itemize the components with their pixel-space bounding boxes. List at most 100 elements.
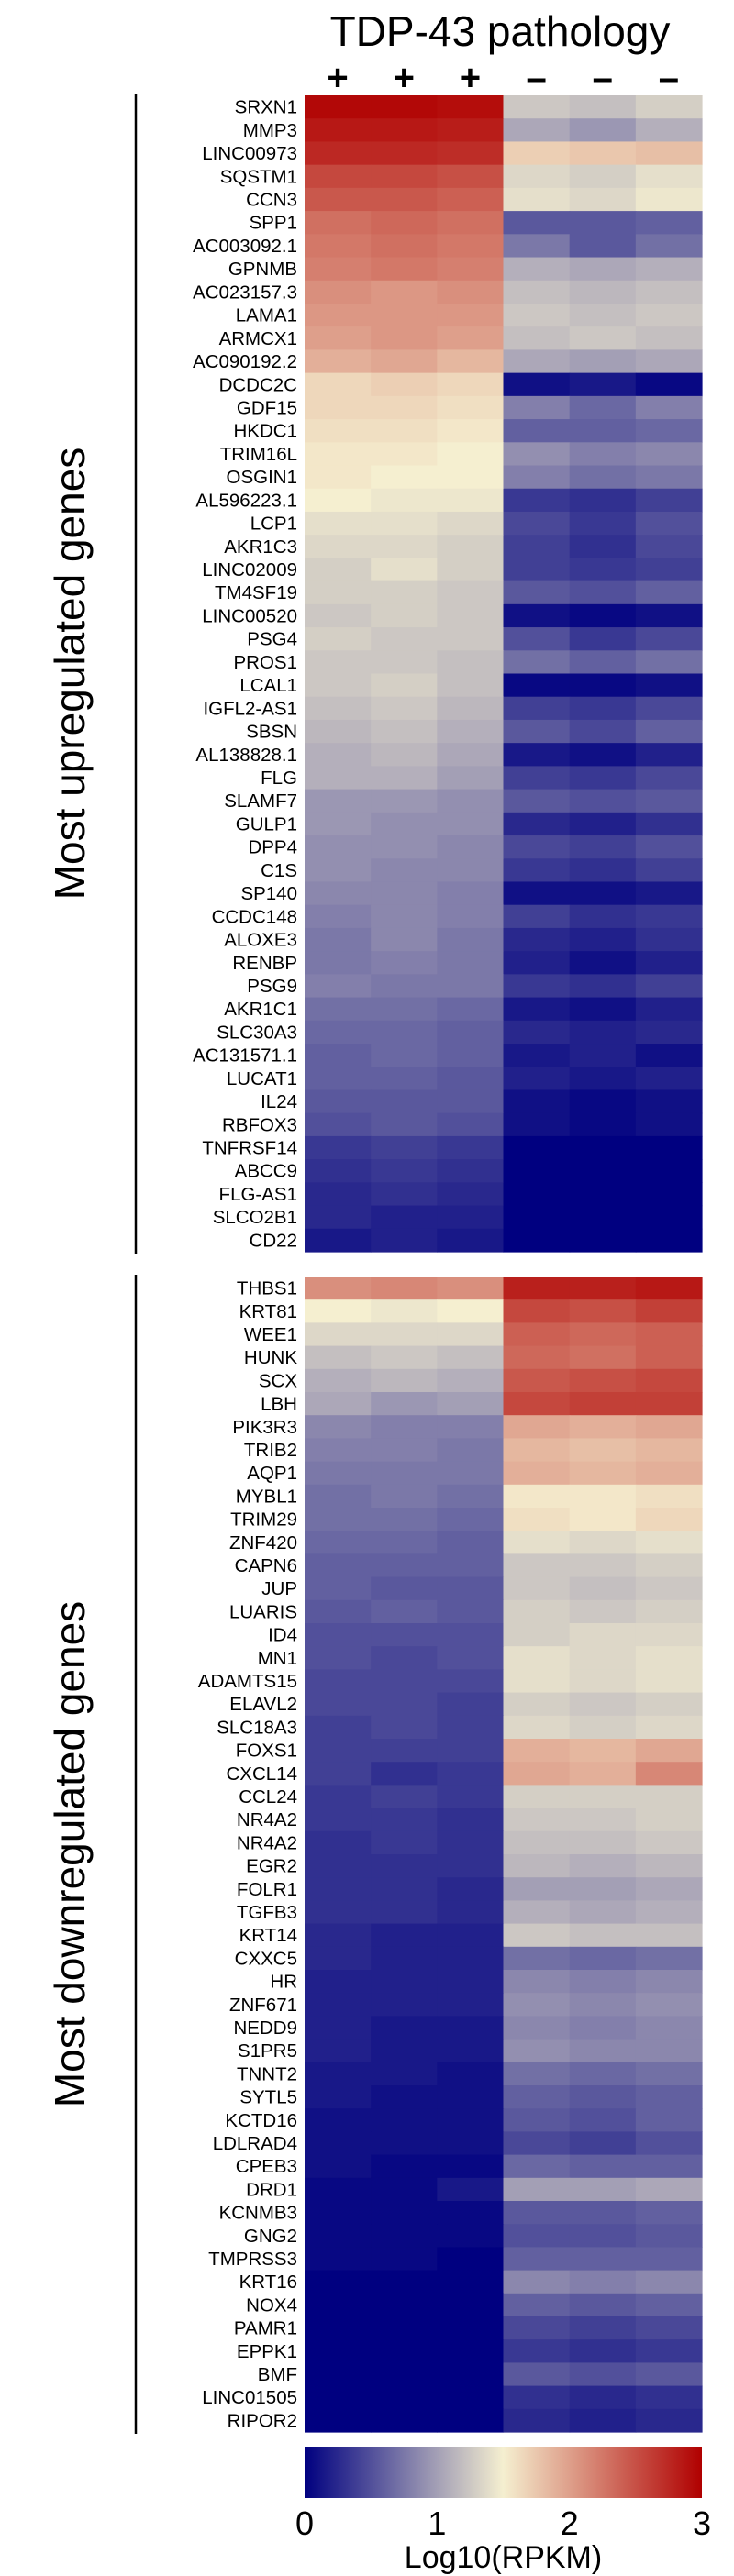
heatmap-cell xyxy=(569,1020,637,1045)
heatmap-cell xyxy=(371,349,438,374)
heatmap-cell xyxy=(305,766,372,790)
gene-label: HUNK xyxy=(244,1347,297,1368)
heatmap-cell xyxy=(569,1830,637,1855)
heatmap-cell xyxy=(503,187,571,212)
gene-label: LINC00520 xyxy=(202,605,297,626)
heatmap-cell xyxy=(503,1322,571,1347)
heatmap-cell xyxy=(437,326,505,351)
gene-label: ADAMTS15 xyxy=(198,1671,297,1692)
heatmap-cell xyxy=(569,1322,637,1347)
heatmap-cell xyxy=(437,1159,505,1183)
gene-label: DRD1 xyxy=(246,2179,297,2200)
heatmap-cell xyxy=(569,2247,637,2272)
heatmap-cell xyxy=(371,1646,438,1670)
heatmap-cell xyxy=(503,419,571,443)
gene-label: SBSN xyxy=(246,722,297,743)
heatmap-cell xyxy=(437,1599,505,1624)
heatmap-cell xyxy=(437,881,505,906)
heatmap-cell xyxy=(635,2085,703,2109)
heatmap-cell xyxy=(635,1993,703,2017)
heatmap-cell xyxy=(371,766,438,790)
heatmap-cell xyxy=(371,2408,438,2433)
heatmap-cell xyxy=(569,2108,637,2132)
heatmap-cell xyxy=(503,1484,571,1509)
heatmap-cell xyxy=(371,326,438,351)
gene-label: RBFOX3 xyxy=(222,1114,297,1135)
gene-label: FLG xyxy=(261,768,297,789)
heatmap-cell xyxy=(437,2408,505,2433)
heatmap-cell xyxy=(503,580,571,605)
heatmap-cell xyxy=(371,1739,438,1763)
heatmap-cell xyxy=(503,1438,571,1463)
heatmap-cell xyxy=(503,1669,571,1694)
heatmap-cell xyxy=(503,1461,571,1486)
heatmap-cell xyxy=(305,1228,372,1253)
heatmap-cell xyxy=(305,603,372,628)
heatmap-cell xyxy=(503,118,571,143)
heatmap-cell xyxy=(635,2362,703,2387)
heatmap-cell xyxy=(503,2108,571,2132)
heatmap-cell xyxy=(371,997,438,1022)
heatmap-cell xyxy=(371,974,438,999)
heatmap-cell xyxy=(371,372,438,397)
heatmap-cell xyxy=(305,2270,372,2294)
heatmap-cell xyxy=(305,1205,372,1230)
heatmap-cell xyxy=(503,558,571,582)
heatmap-group: THBS1KRT81WEE1HUNKSCXLBHPIK3R3TRIB2AQP1M… xyxy=(46,1275,703,2434)
gene-label: LINC02009 xyxy=(202,559,297,580)
gene-label: TM4SF19 xyxy=(215,582,297,603)
gene-label: SYTL5 xyxy=(239,2087,297,2108)
column-label: – xyxy=(593,58,613,98)
gene-label: MN1 xyxy=(258,1648,297,1669)
heatmap-cell xyxy=(371,2177,438,2202)
heatmap-cell xyxy=(437,2385,505,2410)
heatmap-cell xyxy=(437,1830,505,1855)
heatmap-cell xyxy=(371,118,438,143)
heatmap-cell xyxy=(305,1345,372,1370)
heatmap-cell xyxy=(371,2039,438,2063)
heatmap-cell xyxy=(635,1020,703,1045)
heatmap-cell xyxy=(305,372,372,397)
heatmap-cell xyxy=(371,1299,438,1323)
heatmap-cell xyxy=(635,1830,703,1855)
heatmap-cell xyxy=(371,743,438,767)
gene-label: ZNF420 xyxy=(229,1532,297,1553)
heatmap-cell xyxy=(305,951,372,975)
heatmap-cell xyxy=(305,1182,372,1207)
heatmap-cell xyxy=(305,2062,372,2086)
heatmap-cell xyxy=(503,1044,571,1067)
heatmap-cell xyxy=(503,1830,571,1855)
heatmap-cell xyxy=(371,2131,438,2156)
heatmap-cell xyxy=(569,2131,637,2156)
heatmap-cell xyxy=(503,2131,571,2156)
gene-label: JUP xyxy=(261,1578,297,1599)
heatmap-cell xyxy=(569,951,637,975)
heatmap-cell xyxy=(569,812,637,836)
heatmap-cell xyxy=(635,2408,703,2433)
heatmap-cell xyxy=(503,2339,571,2363)
gene-label: KRT81 xyxy=(239,1301,297,1322)
heatmap-cell xyxy=(635,1135,703,1160)
heatmap-cell xyxy=(569,1461,637,1486)
heatmap-cell xyxy=(371,603,438,628)
gene-label: PSG9 xyxy=(247,976,297,997)
gene-label: AL596223.1 xyxy=(195,490,297,511)
heatmap-cell xyxy=(437,951,505,975)
heatmap-cell xyxy=(371,1020,438,1045)
heatmap-cell xyxy=(635,1112,703,1137)
heatmap-cell xyxy=(635,280,703,304)
heatmap-cell xyxy=(503,627,571,651)
heatmap-cell xyxy=(635,789,703,813)
heatmap-cell xyxy=(635,2316,703,2340)
heatmap-cell xyxy=(635,1762,703,1786)
heatmap-cell xyxy=(503,465,571,490)
heatmap-cell xyxy=(437,2362,505,2387)
heatmap-cell xyxy=(635,326,703,351)
heatmap-cell xyxy=(569,1368,637,1393)
heatmap-cell xyxy=(635,1599,703,1624)
gene-label: C1S xyxy=(261,860,297,881)
heatmap-cell xyxy=(569,257,637,282)
heatmap-cell xyxy=(305,1923,372,1948)
heatmap-cell xyxy=(569,1854,637,1878)
heatmap-cell xyxy=(569,1970,637,1994)
